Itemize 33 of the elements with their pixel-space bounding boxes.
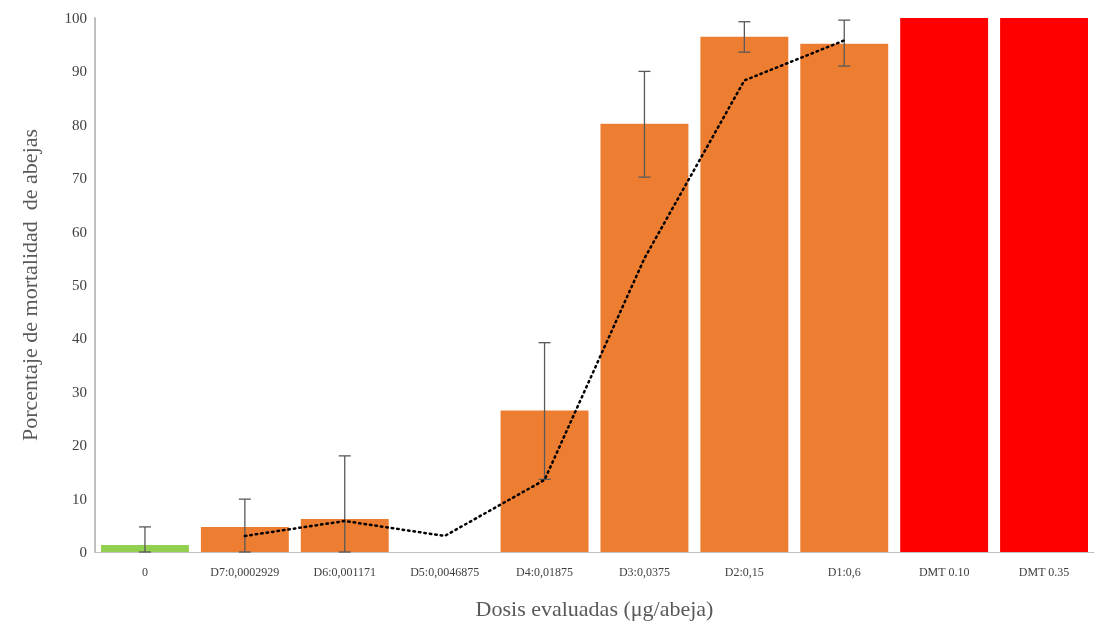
y-tick-label: 10 (72, 490, 87, 507)
y-tick-label: 100 (64, 10, 87, 26)
x-tick-label: D4:0,01875 (516, 565, 574, 579)
y-tick-label: 20 (72, 437, 87, 454)
bar (1000, 18, 1089, 552)
y-tick-label: 0 (79, 544, 87, 560)
bar (500, 410, 589, 552)
line-series (243, 39, 846, 538)
x-tick-label: D7:0,0002929 (210, 565, 280, 579)
x-tick-label: D5:0,0046875 (410, 565, 480, 579)
bar (800, 43, 889, 552)
bar (700, 36, 789, 552)
x-tick-label: DMT 0.10 (918, 565, 970, 579)
x-tick-label: DMT 0.35 (1018, 565, 1070, 579)
x-axis-title: Dosis evaluadas (μg/abeja) (475, 595, 714, 621)
y-axis-title: Porcentaje de mortalidad de abejas (16, 128, 42, 442)
x-tick-label: D3:0,0375 (618, 565, 670, 579)
bar (300, 518, 389, 552)
y-tick-label: 80 (72, 116, 87, 133)
x-tick-label: D2:0,15 (724, 565, 764, 579)
bar (100, 545, 189, 552)
x-tick-label: 0 (141, 565, 148, 579)
bar (600, 123, 689, 552)
x-tick-label: D1:0,6 (827, 565, 861, 579)
y-tick-label: 70 (72, 170, 87, 187)
y-tick-label: 50 (72, 277, 87, 293)
y-tick-label: 30 (72, 383, 87, 400)
y-tick-label: 60 (72, 223, 87, 240)
bar (200, 526, 289, 552)
y-tick-label: 90 (72, 63, 87, 80)
y-tick-label: 40 (72, 330, 87, 347)
x-tick-label: D6:0,001171 (313, 565, 377, 579)
bar (900, 18, 989, 552)
